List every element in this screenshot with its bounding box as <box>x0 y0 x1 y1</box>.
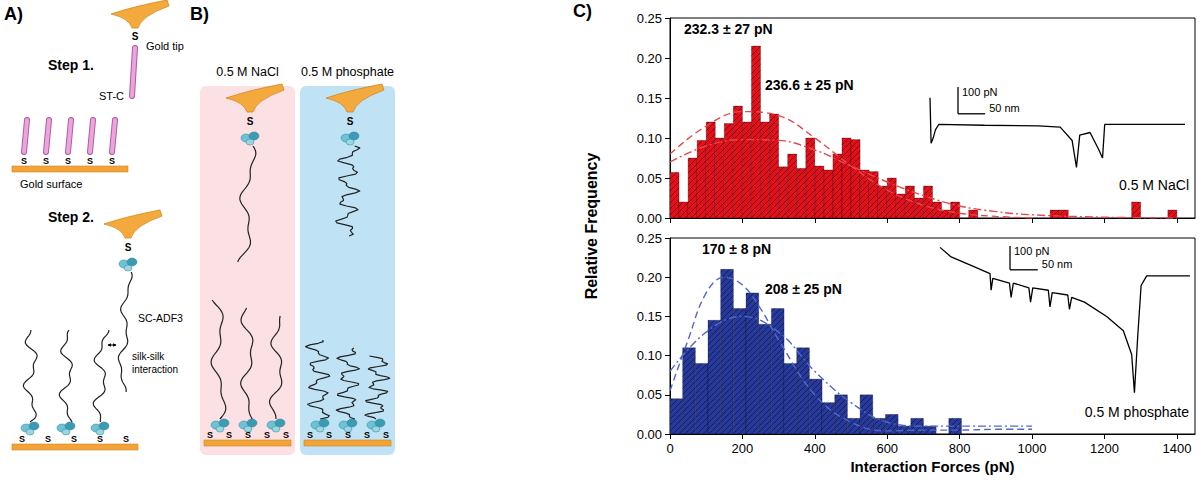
svg-text:S: S <box>264 430 270 440</box>
svg-text:S: S <box>45 434 51 444</box>
svg-text:100 pN: 100 pN <box>1014 245 1050 257</box>
svg-text:S: S <box>345 430 351 440</box>
svg-text:interaction: interaction <box>132 364 178 375</box>
svg-text:0.20: 0.20 <box>637 270 662 285</box>
svg-text:Step 1.: Step 1. <box>48 57 94 73</box>
svg-text:50 nm: 50 nm <box>1042 258 1073 270</box>
svg-text:S: S <box>109 156 115 166</box>
svg-text:0.25: 0.25 <box>637 231 662 246</box>
svg-text:236.6 ± 25 pN: 236.6 ± 25 pN <box>765 77 854 93</box>
svg-text:1400: 1400 <box>1162 441 1191 456</box>
svg-text:Relative Frequency: Relative Frequency <box>583 153 600 300</box>
svg-text:0.15: 0.15 <box>637 91 662 106</box>
svg-text:1000: 1000 <box>1018 441 1047 456</box>
svg-text:S: S <box>307 430 313 440</box>
svg-text:S: S <box>21 156 27 166</box>
svg-text:1200: 1200 <box>1090 441 1119 456</box>
svg-text:232.3 ± 27 pN: 232.3 ± 27 pN <box>684 21 773 37</box>
svg-text:S: S <box>87 156 93 166</box>
svg-text:0.00: 0.00 <box>637 427 662 442</box>
svg-text:S: S <box>123 434 129 444</box>
svg-text:800: 800 <box>949 441 971 456</box>
svg-text:Gold tip: Gold tip <box>146 40 184 52</box>
svg-text:ST-C: ST-C <box>99 90 124 102</box>
svg-text:100 pN: 100 pN <box>962 86 998 98</box>
svg-text:S: S <box>207 430 213 440</box>
svg-text:S: S <box>283 430 289 440</box>
svg-text:S: S <box>326 430 332 440</box>
svg-text:0.5 M NaCl: 0.5 M NaCl <box>1119 177 1189 193</box>
svg-text:S: S <box>226 430 232 440</box>
svg-text:SC-ADF3: SC-ADF3 <box>138 312 183 324</box>
svg-text:Interaction Forces (pN): Interaction Forces (pN) <box>850 458 1014 475</box>
svg-text:0.05: 0.05 <box>637 171 662 186</box>
svg-text:600: 600 <box>876 441 898 456</box>
svg-text:S: S <box>125 242 132 253</box>
svg-text:S: S <box>347 116 354 127</box>
svg-text:0.5 M phosphate: 0.5 M phosphate <box>1085 404 1190 420</box>
svg-text:S: S <box>97 434 103 444</box>
svg-text:50 nm: 50 nm <box>989 102 1020 114</box>
svg-text:0.5 M NaCl: 0.5 M NaCl <box>216 65 279 79</box>
svg-text:400: 400 <box>804 441 826 456</box>
svg-text:S: S <box>132 31 139 42</box>
svg-text:0.05: 0.05 <box>637 387 662 402</box>
svg-text:C): C) <box>573 1 592 21</box>
svg-text:170 ± 8 pN: 170 ± 8 pN <box>702 241 771 257</box>
svg-text:S: S <box>19 434 25 444</box>
svg-text:Gold surface: Gold surface <box>20 178 82 190</box>
svg-text:S: S <box>364 430 370 440</box>
svg-text:S: S <box>247 116 254 127</box>
svg-text:Step 2.: Step 2. <box>48 209 94 225</box>
svg-text:silk-silk: silk-silk <box>132 351 165 362</box>
svg-text:B): B) <box>190 4 209 24</box>
svg-text:S: S <box>383 430 389 440</box>
svg-text:208 ± 25 pN: 208 ± 25 pN <box>765 281 842 297</box>
svg-text:0: 0 <box>666 441 673 456</box>
svg-text:0.20: 0.20 <box>637 51 662 66</box>
svg-text:S: S <box>43 156 49 166</box>
svg-text:A): A) <box>4 4 23 24</box>
svg-text:S: S <box>245 430 251 440</box>
svg-text:0.15: 0.15 <box>637 309 662 324</box>
svg-text:0.10: 0.10 <box>637 348 662 363</box>
svg-text:S: S <box>71 434 77 444</box>
svg-text:0.00: 0.00 <box>637 211 662 226</box>
svg-text:0.5 M phosphate: 0.5 M phosphate <box>301 65 394 79</box>
svg-text:0.25: 0.25 <box>637 11 662 26</box>
svg-text:0.10: 0.10 <box>637 131 662 146</box>
svg-text:200: 200 <box>732 441 754 456</box>
svg-text:S: S <box>65 156 71 166</box>
